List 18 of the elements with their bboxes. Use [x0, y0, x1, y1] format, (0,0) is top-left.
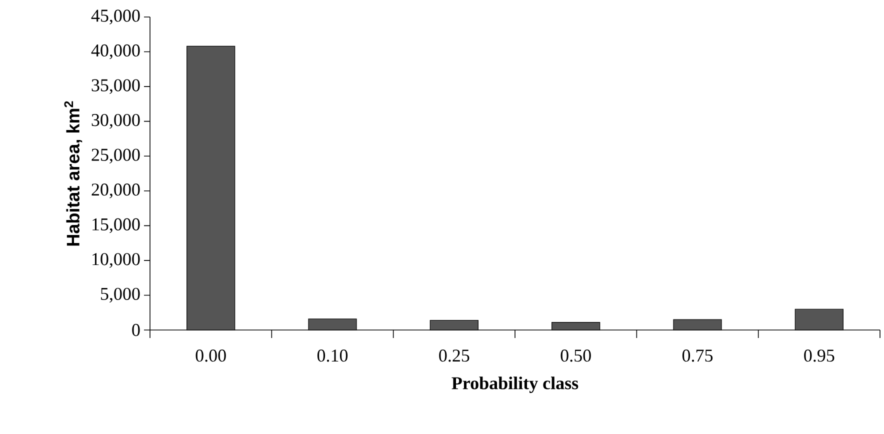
x-tick-label: 0.10: [317, 350, 348, 362]
x-tick-label: 0.50: [560, 350, 591, 362]
x-tick-label: 0.95: [804, 350, 834, 362]
y-tick-label: 40,000: [91, 44, 140, 60]
x-tick-label: 0.00: [196, 350, 226, 362]
x-axis-title: Probability class: [452, 376, 578, 394]
y-tick-label: 30,000: [92, 114, 140, 129]
y-tick-label: 15,000: [92, 218, 140, 234]
y-tick-label: 5,000: [101, 288, 140, 303]
x-tick-label: 0.25: [439, 350, 470, 362]
y-axis-title: Habitat area, km$^{2}$: [64, 101, 82, 246]
y-tick-label: 45,000: [91, 10, 140, 24]
y-tick-label: 25,000: [92, 148, 140, 164]
y-tick-label: 20,000: [92, 184, 140, 198]
x-tick-label: 0.75: [682, 350, 713, 362]
y-tick-label: 10,000: [92, 253, 140, 268]
y-tick-label: 35,000: [92, 79, 140, 94]
y-tick-label: 0: [132, 324, 140, 336]
